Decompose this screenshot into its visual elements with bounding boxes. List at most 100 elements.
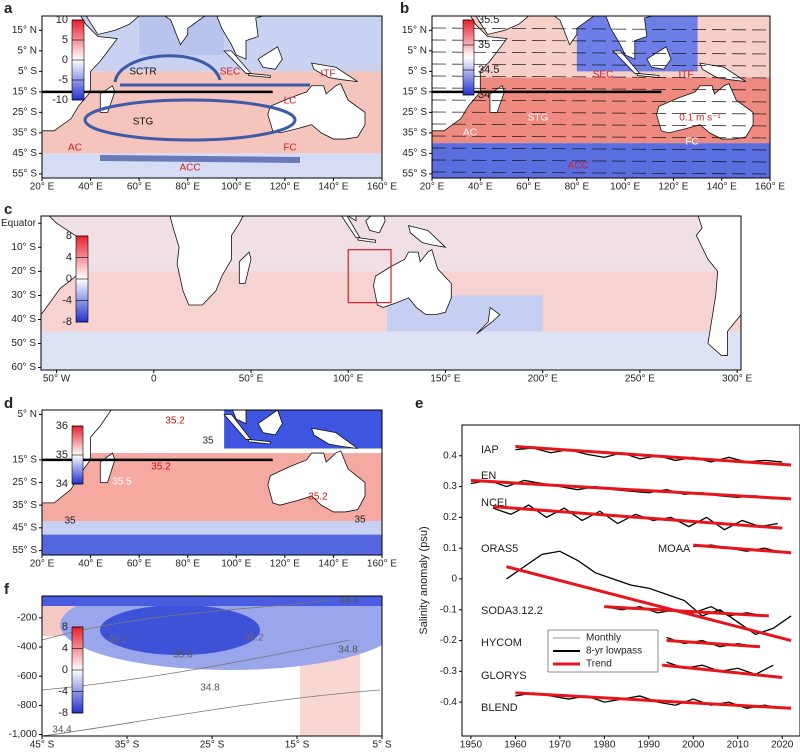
frame xyxy=(461,424,800,737)
land xyxy=(347,216,357,222)
trend-line xyxy=(506,565,792,642)
x-tick-label: 50° E xyxy=(239,374,264,385)
y-tick-label: 15° N xyxy=(12,25,37,36)
velocity-arrows xyxy=(432,171,770,175)
x-tick-label: 80° E xyxy=(175,559,200,570)
x-tick-label: 160° E xyxy=(367,182,397,193)
land xyxy=(267,450,366,513)
x-tick-label: 250° E xyxy=(625,374,655,385)
ocean-field xyxy=(224,410,382,449)
velocity-arrows xyxy=(432,147,770,151)
x-tick-label: 100° E xyxy=(333,374,363,385)
velocity-arrows xyxy=(432,51,770,55)
annotation: STG xyxy=(133,117,154,128)
frame xyxy=(40,215,742,371)
x-tick-label: 100° E xyxy=(610,182,640,193)
x-tick-label: 40° E xyxy=(468,182,493,193)
annotation: ACC xyxy=(179,163,200,174)
y-tick-label: 0.2 xyxy=(443,512,457,523)
region-box xyxy=(347,249,392,304)
x-tick-label: 20° E xyxy=(30,559,55,570)
panel-2: 50° W 0 50° E 100° E 150° E 200° E 250° E 300° … xyxy=(1,201,753,385)
x-tick-label: 20° E xyxy=(420,182,445,193)
current-arrow xyxy=(99,155,301,163)
annotation: LC xyxy=(284,96,297,107)
x-tick-label: 120° E xyxy=(270,559,300,570)
annotation: 35.2 xyxy=(165,416,185,427)
series-name: GLORYS xyxy=(481,670,527,682)
x-tick-label: 60° E xyxy=(516,182,541,193)
annotation: 0.1 m s⁻¹ xyxy=(679,113,721,124)
velocity-arrows xyxy=(432,63,770,67)
land xyxy=(169,216,244,306)
panel-letter: a xyxy=(4,0,13,17)
y-tick-label: 0.3 xyxy=(443,481,457,492)
y-tick-label: -0.3 xyxy=(440,666,458,677)
annotation: ITF xyxy=(679,70,694,81)
series-name: BLEND xyxy=(481,702,518,714)
x-tick-label: 1960 xyxy=(504,740,527,748)
trend-line xyxy=(661,663,783,679)
land xyxy=(257,46,283,70)
colorbar-label: 0 xyxy=(62,54,68,66)
y-tick-label: 50° S xyxy=(11,338,36,349)
y-tick-label: 5° N xyxy=(407,46,427,57)
y-tick-label: 45° S xyxy=(12,522,37,533)
y-tick-label: 55° S xyxy=(12,169,37,180)
y-tick-label: -1,000 xyxy=(9,729,38,740)
x-tick-label: 2000 xyxy=(682,740,705,748)
x-tick-label: 1950 xyxy=(460,740,483,748)
annotation: STG xyxy=(528,113,549,124)
land xyxy=(365,216,386,234)
colorbar-label: 35 xyxy=(478,39,490,51)
panel-letter: b xyxy=(400,0,409,17)
land xyxy=(41,216,87,316)
y-tick-label: 5° N xyxy=(17,46,37,57)
frame xyxy=(41,15,383,179)
land xyxy=(310,427,358,449)
y-tick-label: 15° S xyxy=(12,87,37,98)
land xyxy=(784,133,800,156)
x-tick-label: 1970 xyxy=(549,740,572,748)
annotation: SCTR xyxy=(129,67,156,78)
annotation: FC xyxy=(283,143,296,154)
y-tick-label: -200 xyxy=(17,613,37,624)
annotation: 34.8 xyxy=(200,683,220,694)
velocity-arrows xyxy=(432,123,770,127)
colorbar-label: 34 xyxy=(56,478,68,490)
x-tick-label: 25° S xyxy=(200,740,225,748)
y-tick-label: Equator xyxy=(1,218,37,229)
x-tick-label: 1990 xyxy=(638,740,661,748)
y-tick-label: 60° S xyxy=(11,362,36,373)
land xyxy=(357,237,376,243)
current-arrow xyxy=(83,98,297,142)
y-tick-label: 15° N xyxy=(402,25,427,36)
x-tick-label: 2020 xyxy=(771,740,794,748)
x-tick-label: 2010 xyxy=(727,740,750,748)
colorbar-label: 10 xyxy=(56,14,68,26)
trend-line xyxy=(604,605,769,618)
trend-line xyxy=(693,543,792,555)
y-tick-label: 30° S xyxy=(11,290,36,301)
trend-line xyxy=(515,691,792,710)
series-name: NCEI xyxy=(481,497,507,509)
colorbar-label: 8 xyxy=(62,621,68,633)
land xyxy=(310,62,358,83)
y-tick-label: 5° S xyxy=(408,66,427,77)
contour xyxy=(42,639,351,691)
colorbar-label: 0 xyxy=(62,664,68,676)
annotation: 35.2 xyxy=(244,633,264,644)
x-tick-label: 40° E xyxy=(78,559,103,570)
y-tick-label: 45° S xyxy=(12,148,37,159)
y-tick-label: 25° S xyxy=(12,107,37,118)
velocity-arrows xyxy=(432,27,770,31)
x-tick-label: 0 xyxy=(151,374,157,385)
colorbar-label: -4 xyxy=(58,685,68,697)
velocity-arrows xyxy=(432,135,770,139)
x-tick-label: 35° S xyxy=(115,740,140,748)
series-name: EN xyxy=(481,470,496,482)
x-tick-label: 5° S xyxy=(372,740,391,748)
annotation: 35.2 xyxy=(308,492,328,503)
annotation: 35.2 xyxy=(108,635,128,646)
